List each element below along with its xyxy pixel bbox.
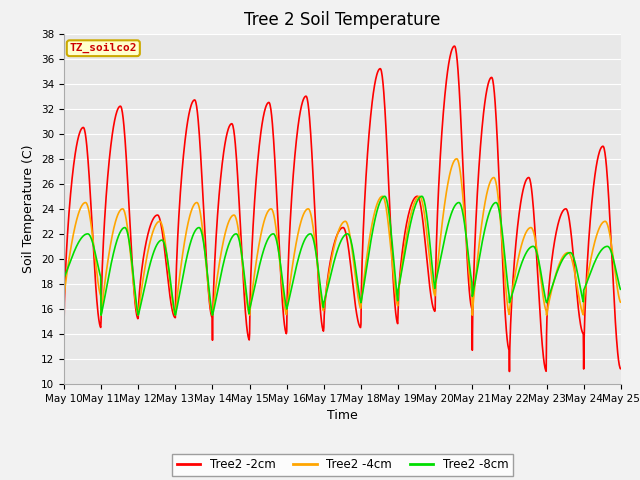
Tree2 -4cm [184,224,191,229]
Tree2 -8cm [568,251,576,257]
Tree2 -4cm [279,290,287,296]
Text: TZ_soilco2: TZ_soilco2 [70,43,137,53]
Tree2 -8cm [97,312,105,318]
Tree2 -8cm [418,193,426,199]
Tree2 -4cm [97,312,105,318]
Tree2 -8cm [60,275,68,280]
Tree2 -8cm [292,264,300,269]
Y-axis label: Soil Temperature (C): Soil Temperature (C) [22,144,35,273]
Tree2 -8cm [279,280,287,286]
Tree2 -8cm [520,254,528,260]
Tree2 -2cm [617,366,625,372]
Tree2 -4cm [428,278,436,284]
Tree2 -2cm [292,141,300,147]
Legend: Tree2 -2cm, Tree2 -4cm, Tree2 -8cm: Tree2 -2cm, Tree2 -4cm, Tree2 -8cm [172,454,513,476]
Line: Tree2 -2cm: Tree2 -2cm [64,46,621,372]
Tree2 -2cm [451,43,458,49]
Tree2 -4cm [617,300,625,305]
Tree2 -2cm [568,240,576,246]
Tree2 -8cm [429,266,436,272]
Tree2 -8cm [184,252,191,258]
Title: Tree 2 Soil Temperature: Tree 2 Soil Temperature [244,11,440,29]
Tree2 -2cm [520,183,528,189]
X-axis label: Time: Time [327,409,358,422]
Tree2 -2cm [60,325,68,331]
Tree2 -2cm [183,123,191,129]
Tree2 -2cm [278,300,286,306]
Line: Tree2 -4cm: Tree2 -4cm [64,159,621,315]
Tree2 -4cm [453,156,461,162]
Tree2 -4cm [520,234,528,240]
Tree2 -4cm [60,293,68,300]
Line: Tree2 -8cm: Tree2 -8cm [64,196,621,315]
Tree2 -2cm [506,369,513,374]
Tree2 -4cm [568,257,576,263]
Tree2 -4cm [292,239,300,245]
Tree2 -8cm [617,287,625,292]
Tree2 -2cm [428,298,436,304]
